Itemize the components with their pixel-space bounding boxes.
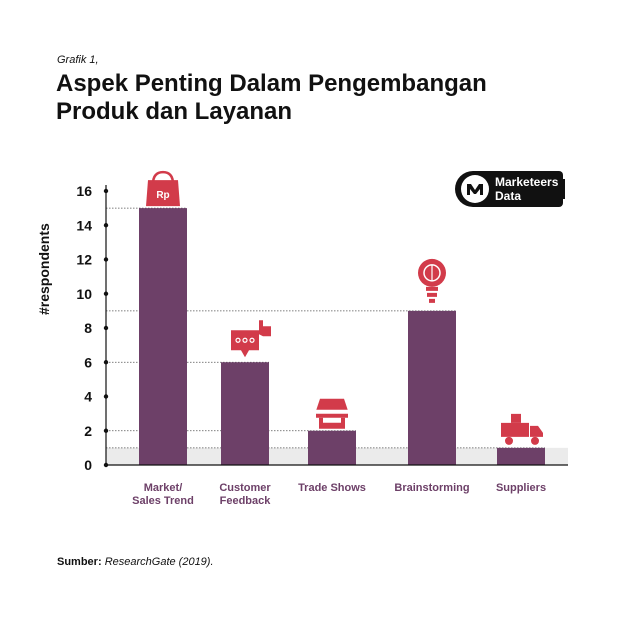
chart-kicker: Grafik 1, bbox=[57, 54, 99, 66]
x-tick-label-line: Brainstorming bbox=[394, 482, 470, 494]
x-tick-label-line: Suppliers bbox=[495, 482, 547, 494]
stall-post-left bbox=[319, 417, 323, 429]
y-tick-label: 6 bbox=[84, 354, 92, 370]
x-tick-label-line: Trade Shows bbox=[298, 482, 366, 494]
market-stall-icon bbox=[316, 398, 348, 429]
x-tick-label: Brainstorming bbox=[377, 482, 487, 495]
y-tick-dot bbox=[103, 462, 109, 468]
bar bbox=[408, 310, 456, 465]
y-tick-dot bbox=[103, 325, 109, 331]
x-tick-label: Customer Feedback bbox=[190, 482, 300, 508]
truck-cab bbox=[530, 425, 543, 437]
chart-title-line-1: Aspek Penting Dalam Pengembangan bbox=[56, 70, 487, 97]
y-tick-dot bbox=[103, 360, 109, 365]
x-tick-label-line: Customer bbox=[219, 482, 271, 494]
bar bbox=[139, 208, 187, 465]
delivery-truck-icon bbox=[501, 413, 543, 445]
bulb-base-1 bbox=[426, 286, 438, 291]
y-tick-label: 0 bbox=[84, 457, 92, 473]
badge-line-1: Marketeers bbox=[495, 175, 559, 189]
bag-body bbox=[146, 180, 180, 207]
stall-awning bbox=[316, 398, 348, 411]
chat-dot bbox=[235, 337, 241, 343]
shopping-bag-icon: Rp bbox=[146, 170, 180, 207]
x-tick-label-line: Market/ bbox=[143, 482, 183, 494]
bar bbox=[308, 430, 356, 465]
y-tick-label: 4 bbox=[84, 389, 92, 405]
y-tick-dot bbox=[103, 291, 109, 296]
truck-wheel-front bbox=[531, 436, 539, 445]
source-label: Sumber: bbox=[57, 556, 102, 568]
truck-wheel-rear bbox=[505, 436, 513, 445]
chat-bubble bbox=[231, 330, 259, 358]
x-tick-label: Market/Sales Trend bbox=[108, 482, 218, 508]
badge-line-2: Data bbox=[495, 189, 522, 203]
bag-currency-label: Rp bbox=[156, 190, 169, 201]
chat-dot bbox=[242, 337, 248, 343]
bar bbox=[497, 447, 545, 465]
m-logo-icon bbox=[461, 175, 489, 203]
bulb-base-2 bbox=[427, 292, 437, 297]
chart-title: Aspek Penting Dalam Pengembangan Produk … bbox=[56, 70, 576, 126]
y-tick-dot bbox=[103, 394, 109, 399]
chart-title-line-2: Produk dan Layanan bbox=[56, 98, 293, 125]
x-tick-label: Suppliers bbox=[466, 482, 576, 495]
y-tick-label: 8 bbox=[84, 320, 92, 336]
bulb-base-3 bbox=[429, 298, 435, 303]
y-tick-dot bbox=[103, 223, 109, 228]
stall-post-right bbox=[341, 417, 345, 429]
source-note: Sumber: ResearchGate (2019). bbox=[57, 556, 214, 568]
stall-counter bbox=[323, 422, 341, 429]
y-tick-dot bbox=[103, 188, 109, 194]
truck-cargo bbox=[501, 422, 529, 437]
source-text: ResearchGate (2019). bbox=[104, 556, 214, 568]
bag-handle bbox=[151, 170, 175, 185]
x-tick-label-line: Sales Trend bbox=[132, 495, 194, 507]
y-tick-label: 12 bbox=[76, 252, 92, 268]
bar bbox=[221, 362, 269, 465]
y-tick-label: 16 bbox=[76, 183, 92, 199]
truck-box-top bbox=[511, 413, 521, 423]
y-tick-dot bbox=[103, 428, 109, 433]
lightbulb-brain-icon bbox=[418, 258, 446, 303]
y-tick-dot bbox=[103, 257, 109, 262]
thumbs-up-chat-icon bbox=[231, 320, 271, 358]
badge-text: Marketeers Data bbox=[495, 175, 558, 203]
x-tick-label: Trade Shows bbox=[277, 482, 387, 495]
thumb bbox=[259, 320, 271, 337]
badge-notch bbox=[559, 179, 565, 199]
stall-stripe bbox=[316, 409, 348, 414]
marketeers-data-badge: Marketeers Data bbox=[455, 171, 565, 209]
y-tick-label: 10 bbox=[76, 286, 92, 302]
x-tick-label-line: Feedback bbox=[219, 495, 271, 507]
stall-valance bbox=[316, 413, 348, 418]
chat-dot bbox=[249, 337, 255, 343]
y-tick-label: 14 bbox=[76, 217, 92, 233]
y-tick-label: 2 bbox=[84, 423, 92, 439]
